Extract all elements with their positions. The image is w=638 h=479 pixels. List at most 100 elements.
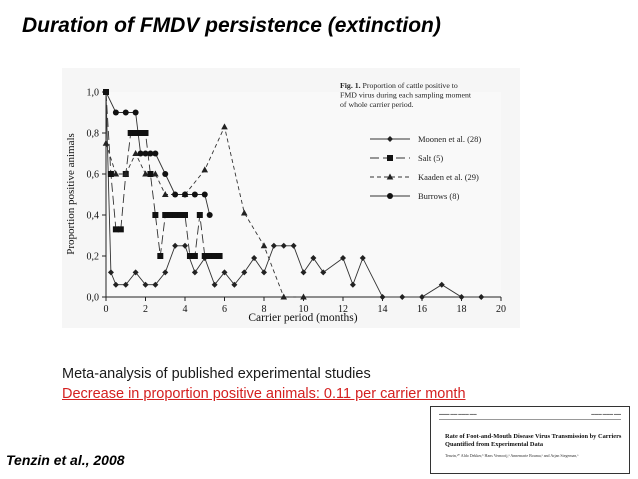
data-point-moonen-et-al-28	[290, 242, 297, 249]
data-point-salt-5	[182, 212, 188, 218]
data-point-burrows-8	[201, 191, 208, 198]
data-point-salt-5	[127, 130, 134, 136]
x-tick-label: 4	[183, 304, 188, 315]
y-tick-label: 0,8	[87, 129, 100, 140]
data-point-moonen-et-al-28	[270, 242, 277, 249]
x-tick-label: 12	[338, 304, 348, 315]
figure-caption: Fig. 1. Proportion of cattle positive to…	[340, 81, 472, 109]
data-point-burrows-8	[142, 150, 149, 157]
paper-thumbnail: ▬▬▬ ▬▬ ▬▬▬ ▬▬ ▬▬▬ ▬▬▬ ▬▬ Rate of Foot-an…	[430, 406, 630, 474]
caption-line: Fig. 1. Proportion of cattle positive to	[340, 81, 458, 90]
legend-label-moonen-et-al-28: Moonen et al. (28)	[418, 134, 481, 144]
paper-title: Rate of Foot-and-Mouth Disease Virus Tra…	[445, 433, 622, 448]
data-point-salt-5	[147, 171, 154, 177]
data-point-moonen-et-al-28	[261, 269, 267, 276]
data-point-kaaden-et-al-29	[122, 170, 130, 177]
y-tick-label: 1,0	[87, 88, 100, 99]
legend-marker-kaaden-et-al-29	[386, 173, 394, 180]
data-point-kaaden-et-al-29	[240, 209, 248, 216]
data-point-salt-5	[142, 130, 149, 136]
data-point-moonen-et-al-28	[112, 281, 119, 288]
data-point-kaaden-et-al-29	[221, 123, 228, 130]
data-point-moonen-et-al-28	[399, 294, 406, 300]
data-point-moonen-et-al-28	[172, 242, 179, 249]
x-tick-label: 0	[104, 304, 109, 315]
data-point-salt-5	[157, 253, 164, 259]
x-tick-label: 20	[496, 304, 506, 315]
data-point-moonen-et-al-28	[191, 269, 198, 276]
data-point-burrows-8	[191, 191, 198, 198]
data-point-moonen-et-al-28	[132, 269, 139, 276]
data-point-burrows-8	[112, 109, 119, 116]
data-point-burrows-8	[172, 191, 179, 198]
y-tick-label: 0,2	[87, 252, 100, 263]
series-line-kaaden-et-al-29	[105, 125, 304, 298]
data-point-salt-5	[191, 253, 198, 259]
data-point-kaaden-et-al-29	[102, 139, 110, 146]
data-point-kaaden-et-al-29	[142, 170, 149, 177]
data-point-salt-5	[186, 253, 193, 259]
citation: Tenzin et al., 2008	[6, 452, 125, 468]
data-point-moonen-et-al-28	[349, 281, 356, 288]
data-point-kaaden-et-al-29	[300, 293, 307, 300]
data-point-salt-5	[112, 226, 119, 233]
data-point-salt-5	[196, 212, 203, 218]
caption-line: of whole carrier period.	[340, 100, 414, 109]
x-tick-label: 2	[143, 304, 148, 315]
data-point-kaaden-et-al-29	[161, 191, 169, 197]
data-point-moonen-et-al-28	[438, 281, 445, 288]
data-point-burrows-8	[132, 109, 139, 116]
y-tick-label: 0,4	[87, 211, 100, 222]
data-point-moonen-et-al-28	[280, 242, 287, 249]
legend-label-kaaden-et-al-29: Kaaden et al. (29)	[418, 172, 479, 182]
data-point-kaaden-et-al-29	[152, 170, 159, 177]
y-axis-label: Proportion positive animals	[65, 133, 77, 255]
slide-title: Duration of FMDV persistence (extinction…	[22, 14, 441, 37]
data-point-moonen-et-al-28	[241, 269, 248, 276]
data-point-kaaden-et-al-29	[260, 242, 268, 249]
data-point-moonen-et-al-28	[221, 269, 228, 276]
x-tick-label: 14	[378, 304, 388, 315]
data-point-burrows-8	[137, 150, 144, 157]
data-point-burrows-8	[147, 150, 154, 157]
data-point-moonen-et-al-28	[478, 294, 485, 300]
data-point-moonen-et-al-28	[162, 269, 169, 276]
data-point-kaaden-et-al-29	[132, 150, 139, 156]
legend-label-salt-5: Salt (5)	[418, 153, 443, 163]
data-point-salt-5	[137, 130, 144, 136]
paper-header-left: ▬▬▬ ▬▬ ▬▬▬ ▬▬	[439, 412, 477, 416]
data-point-burrows-8	[182, 191, 188, 198]
data-point-moonen-et-al-28	[182, 242, 188, 249]
data-point-burrows-8	[103, 89, 109, 95]
data-point-salt-5	[201, 253, 208, 259]
caption-line: FMD virus during each sampling moment	[340, 91, 472, 100]
data-point-burrows-8	[152, 150, 159, 157]
data-point-moonen-et-al-28	[300, 269, 307, 276]
series-line-salt-5	[105, 91, 220, 257]
data-point-moonen-et-al-28	[458, 294, 465, 300]
data-point-moonen-et-al-28	[211, 281, 218, 288]
marker-layer	[102, 89, 485, 300]
x-tick-label: 8	[262, 304, 267, 315]
data-point-salt-5	[132, 130, 139, 136]
data-point-moonen-et-al-28	[379, 294, 386, 300]
data-point-salt-5	[172, 212, 179, 218]
data-point-kaaden-et-al-29	[112, 170, 120, 177]
data-point-salt-5	[211, 253, 218, 259]
data-point-salt-5	[107, 171, 114, 177]
legend-marker-salt-5	[387, 155, 393, 161]
data-point-moonen-et-al-28	[320, 269, 327, 276]
y-tick-label: 0,6	[87, 170, 100, 181]
legend-marker-moonen-et-al-28	[387, 136, 393, 142]
data-point-salt-5	[177, 212, 184, 218]
paper-header-rule	[439, 419, 621, 420]
data-point-moonen-et-al-28	[142, 281, 149, 288]
data-point-burrows-8	[162, 171, 169, 177]
y-tick-label: 0,0	[87, 293, 100, 304]
chart: 0,0 0,2 0,4 0,6 0,8 1,0 0 2 4 6 8 10 12 14 16 18 20 Fig.…	[62, 68, 520, 328]
data-point-moonen-et-al-28	[231, 281, 238, 288]
meta-analysis-text: Meta-analysis of published experimental …	[62, 366, 371, 382]
paper-authors: Tenzin,ᵃ* Aldo Dekker,ᵇ Hans Vernooij,ᵃ …	[445, 453, 579, 458]
data-point-moonen-et-al-28	[419, 294, 425, 300]
legend-marker-burrows-8	[387, 193, 393, 199]
